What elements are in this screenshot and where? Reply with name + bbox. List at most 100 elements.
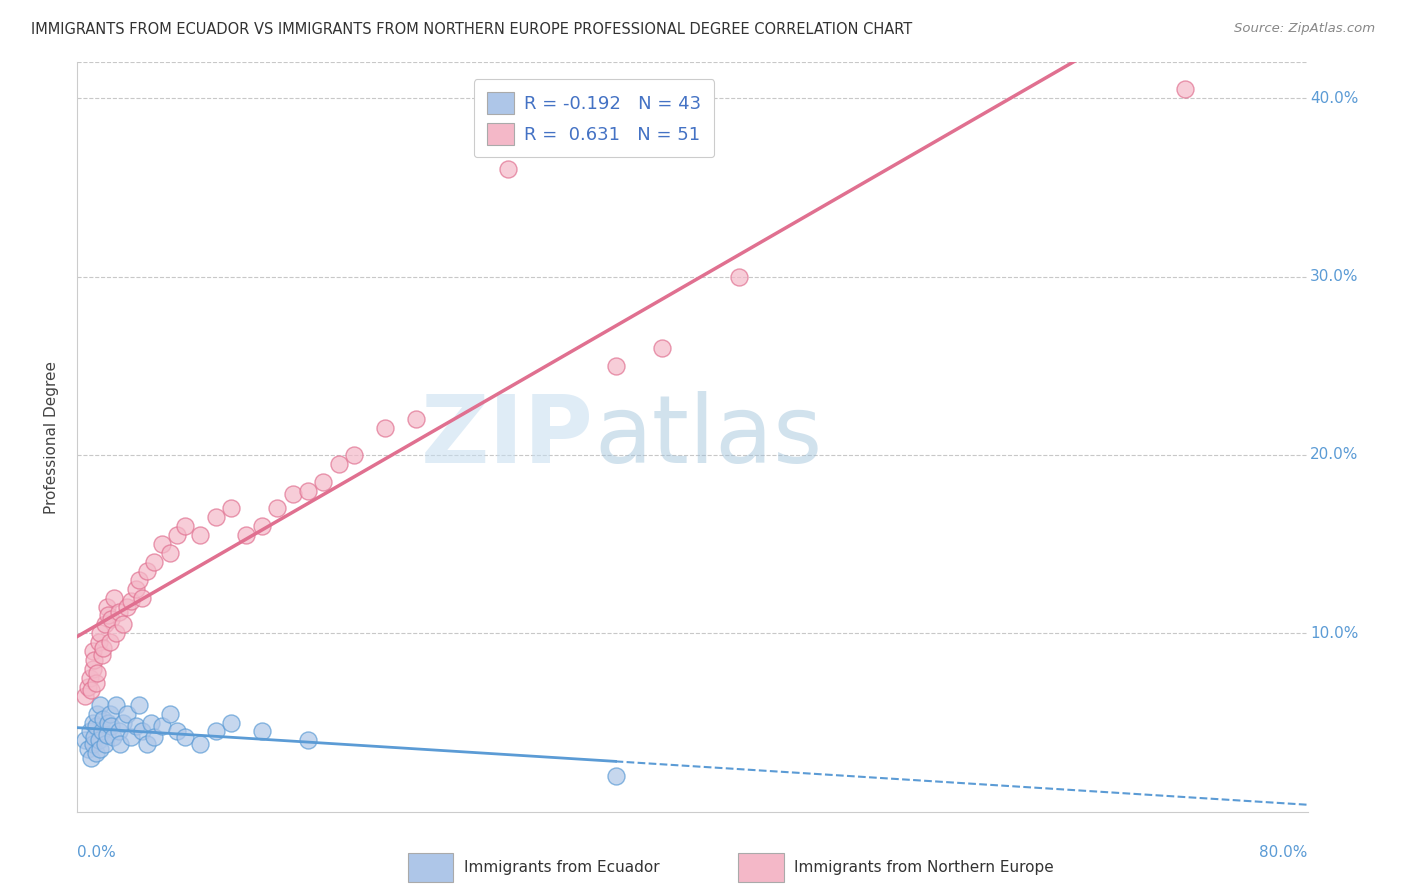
Point (89, 742, 111, 756)
Point (143, 555, 166, 569)
Point (150, 719, 173, 733)
Point (250, 519, 273, 533)
Point (84, 676, 107, 690)
Point (97, 715, 120, 730)
Point (266, 501, 288, 516)
Point (79, 724, 101, 739)
Point (128, 698, 150, 712)
Point (100, 612, 122, 626)
Point (343, 448, 366, 462)
Point (727, 269, 749, 284)
Point (143, 730, 166, 744)
Point (125, 719, 148, 733)
Point (405, 412, 427, 426)
Point (174, 519, 197, 533)
Point (77, 680, 100, 694)
Point (135, 564, 157, 578)
Text: ZIP: ZIP (422, 391, 595, 483)
Point (131, 724, 153, 739)
Point (86, 706, 108, 721)
Point (93, 640, 115, 655)
Point (84, 719, 107, 733)
Point (110, 737, 132, 751)
Text: 20.0%: 20.0% (1310, 448, 1358, 462)
Text: atlas: atlas (595, 391, 823, 483)
Point (297, 483, 319, 498)
Point (159, 706, 181, 721)
Point (188, 528, 212, 542)
Point (93, 712, 115, 726)
Text: IMMIGRANTS FROM ECUADOR VS IMMIGRANTS FROM NORTHERN EUROPE PROFESSIONAL DEGREE C: IMMIGRANTS FROM ECUADOR VS IMMIGRANTS FR… (31, 22, 912, 37)
Point (80, 683, 103, 698)
Point (79, 671, 101, 685)
Point (219, 501, 242, 516)
Text: Immigrants from Ecuador: Immigrants from Ecuador (464, 860, 659, 875)
Point (87, 635, 110, 649)
Point (131, 591, 153, 605)
Point (73, 689, 96, 703)
Point (80, 751, 103, 765)
Point (204, 510, 226, 524)
Point (96, 599, 118, 614)
Point (159, 546, 181, 560)
Point (77, 742, 100, 756)
Point (90, 724, 114, 739)
Point (83, 730, 105, 744)
Text: 0.0%: 0.0% (77, 846, 117, 861)
Point (150, 537, 173, 551)
Point (83, 653, 105, 667)
Point (128, 573, 150, 587)
Text: 80.0%: 80.0% (1260, 846, 1308, 861)
Y-axis label: Professional Degree: Professional Degree (44, 360, 59, 514)
Point (120, 594, 142, 608)
Point (115, 599, 138, 614)
Point (281, 487, 304, 501)
Point (89, 626, 111, 640)
Point (605, 769, 627, 783)
Point (166, 528, 188, 542)
Point (174, 730, 197, 744)
Point (104, 698, 127, 712)
Point (104, 626, 127, 640)
Point (82, 644, 104, 658)
Point (235, 528, 257, 542)
Text: 40.0%: 40.0% (1310, 91, 1358, 105)
Point (73, 733, 96, 747)
Point (94, 737, 117, 751)
Point (496, 162, 519, 177)
Point (94, 617, 117, 632)
Point (103, 591, 125, 605)
Point (101, 730, 124, 744)
Text: 30.0%: 30.0% (1310, 269, 1358, 284)
Point (89, 698, 111, 712)
Point (605, 359, 627, 373)
Point (108, 605, 131, 619)
Point (651, 341, 673, 355)
Point (90, 648, 114, 662)
Point (188, 737, 212, 751)
FancyBboxPatch shape (408, 854, 453, 881)
Legend: R = -0.192   N = 43, R =  0.631   N = 51: R = -0.192 N = 43, R = 0.631 N = 51 (474, 79, 714, 157)
Point (374, 421, 396, 435)
Point (141, 715, 163, 730)
Point (84, 746, 107, 760)
Point (82, 737, 104, 751)
Point (82, 715, 104, 730)
Point (115, 706, 138, 721)
Point (108, 724, 131, 739)
Point (98, 635, 121, 649)
Text: Immigrants from Northern Europe: Immigrants from Northern Europe (794, 860, 1054, 875)
Point (297, 733, 319, 747)
Point (312, 475, 335, 489)
Point (87, 733, 110, 747)
Text: 10.0%: 10.0% (1310, 626, 1358, 640)
FancyBboxPatch shape (738, 854, 785, 881)
Point (100, 719, 122, 733)
Point (250, 724, 273, 739)
Point (96, 728, 118, 742)
Point (112, 617, 135, 632)
Point (204, 724, 226, 739)
Point (328, 457, 350, 471)
Point (166, 724, 188, 739)
Point (120, 730, 142, 744)
